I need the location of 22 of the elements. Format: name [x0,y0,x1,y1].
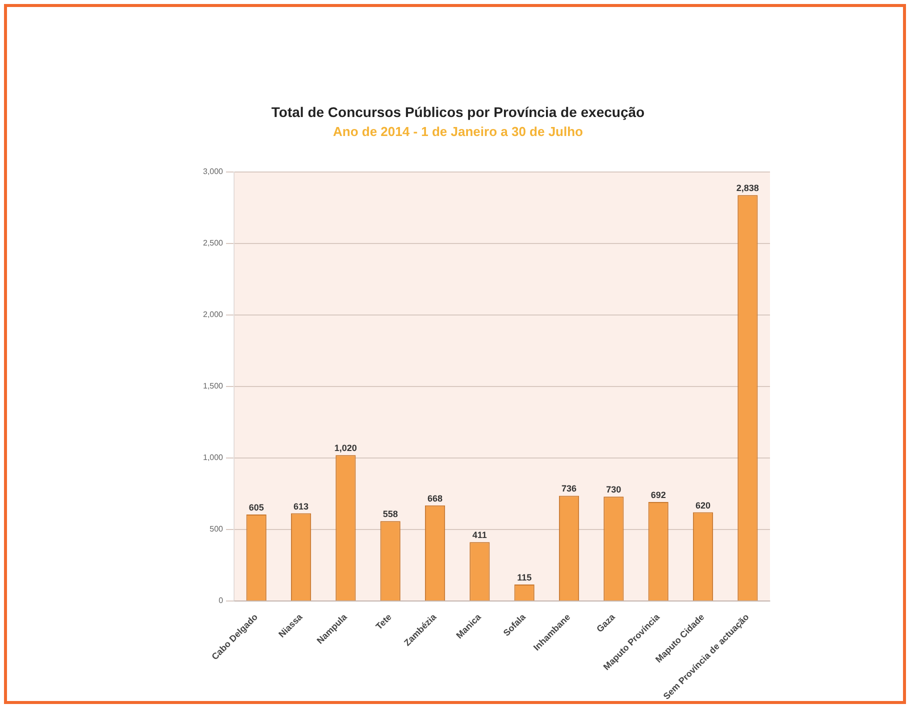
data-label: 2,838 [736,183,759,194]
data-label: 736 [561,484,577,494]
chart-subtitle: Ano de 2014 - 1 de Janeiro a 30 de Julho [332,124,584,139]
data-label: 692 [650,490,666,500]
chart-title: Total de Concursos Públicos por Província de execução [270,104,646,120]
y-tick-label: 0 [218,596,224,606]
y-tick-label: 2,000 [202,310,224,320]
y-tick-label: 500 [210,524,224,534]
y-tick-label: 1,000 [202,453,224,462]
data-label: 730 [606,484,622,495]
data-label: 411 [472,530,487,540]
y-tick-label: 1,500 [202,382,224,391]
data-label: 605 [248,502,264,512]
data-label: 558 [382,509,398,520]
data-label: 620 [695,500,711,510]
data-label: 613 [294,501,309,512]
data-label: 115 [517,572,532,582]
data-label: 1,020 [334,443,357,454]
y-tick-label: 2,500 [202,238,224,248]
data-label: 668 [427,493,443,504]
x-tick-label: Tete [374,612,394,632]
y-tick-label: 3,000 [202,167,224,176]
